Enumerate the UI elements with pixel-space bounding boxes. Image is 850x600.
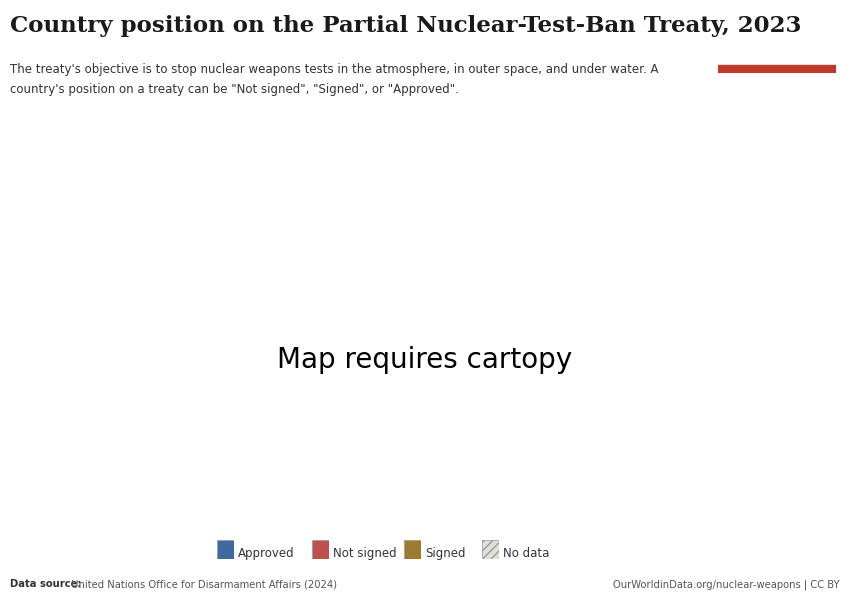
Text: Data source:: Data source: (10, 580, 82, 589)
Text: Our World: Our World (747, 25, 807, 35)
Text: United Nations Office for Disarmament Affairs (2024): United Nations Office for Disarmament Af… (68, 580, 337, 589)
Bar (718, 65, 836, 73)
Text: OurWorldinData.org/nuclear-weapons | CC BY: OurWorldinData.org/nuclear-weapons | CC … (613, 579, 840, 590)
Text: Signed: Signed (425, 547, 466, 560)
Text: Country position on the Partial Nuclear-Test-Ban Treaty, 2023: Country position on the Partial Nuclear-… (10, 15, 802, 37)
Text: Map requires cartopy: Map requires cartopy (277, 346, 573, 374)
Text: in Data: in Data (756, 43, 798, 53)
Text: The treaty's objective is to stop nuclear weapons tests in the atmosphere, in ou: The treaty's objective is to stop nuclea… (10, 63, 659, 76)
Text: Approved: Approved (238, 547, 295, 560)
Text: No data: No data (503, 547, 550, 560)
Text: country's position on a treaty can be "Not signed", "Signed", or "Approved".: country's position on a treaty can be "N… (10, 83, 459, 96)
Text: Not signed: Not signed (333, 547, 397, 560)
